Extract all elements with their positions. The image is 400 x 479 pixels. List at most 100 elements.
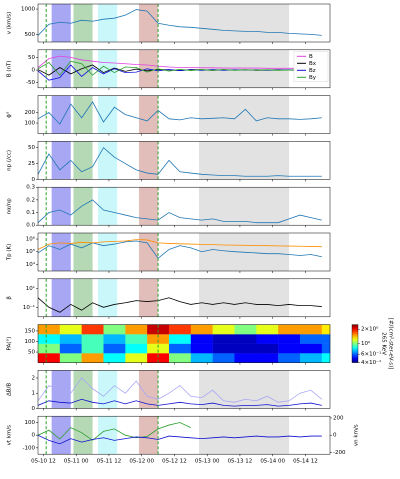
x-tick-label: 05-10 12 (31, 459, 56, 465)
shaded-region (73, 95, 93, 134)
plot-frame (37, 141, 331, 180)
heatmap-cell (59, 353, 82, 363)
shaded-region (138, 141, 159, 180)
heatmap-cell (299, 334, 323, 344)
shaded-region (138, 278, 159, 317)
shaded-region (199, 370, 290, 409)
series-line (38, 377, 323, 403)
series-line (38, 240, 322, 259)
heatmap-cell (212, 334, 235, 344)
shaded-region (51, 4, 71, 42)
y2-axis-label: vn km/s (354, 424, 360, 446)
y-tick-label: 0.3 (26, 185, 35, 191)
shaded-region (51, 278, 71, 317)
y-tick-label: 0 (32, 177, 36, 183)
series-line (38, 434, 322, 445)
heatmap-cell (103, 324, 126, 335)
series-line (38, 147, 322, 177)
y-axis-label: B (nT) (7, 60, 13, 77)
y-tick-label: 10⁶ (26, 236, 36, 243)
colorbar (351, 324, 359, 363)
shaded-region (98, 416, 118, 455)
y-axis-label: np (/cc) (7, 150, 13, 171)
heatmap-cell (234, 353, 257, 363)
series-line (38, 9, 322, 36)
y-tick-label: 50 (28, 145, 35, 151)
heatmap-cell (299, 324, 323, 335)
shaded-region (51, 187, 71, 226)
heatmap-cell (125, 353, 148, 363)
shaded-region (98, 187, 118, 226)
y-tick-label: 0.1 (26, 210, 35, 216)
y-axis-label: Tp (K) (7, 244, 13, 262)
y-tick-label: 25 (28, 161, 35, 167)
heatmap-cell (103, 343, 126, 354)
heatmap-cell (125, 324, 148, 335)
heatmap-cell (234, 324, 257, 335)
plot-frame (37, 49, 331, 89)
heatmap-cell (168, 343, 192, 354)
heatmap-cell (190, 334, 213, 344)
heatmap-cell (38, 353, 61, 363)
y-tick-label: 50 (28, 350, 35, 356)
shaded-region (138, 95, 159, 134)
shaded-region (51, 233, 71, 271)
y-tick-label: 100 (25, 420, 36, 426)
heatmap-cell (168, 353, 192, 363)
shaded-region (98, 4, 118, 42)
y-tick-label: 0.0 (26, 223, 35, 229)
y-axis-label: nα/np (7, 198, 13, 214)
y-tick-label: 100 (25, 339, 36, 345)
heatmap-cell (59, 324, 82, 335)
heatmap-cell (212, 353, 235, 363)
y-tick-label: 10⁵ (26, 248, 35, 255)
shaded-region (199, 95, 290, 134)
heatmap-cell (278, 353, 301, 363)
heatmap-cell (103, 353, 126, 363)
x-tick-label: 05-12 12 (162, 459, 187, 465)
shaded-region (199, 141, 290, 180)
shaded-region (98, 95, 118, 134)
heatmap-cell (278, 324, 301, 335)
heatmap-cell (321, 343, 331, 354)
shaded-region (199, 278, 290, 317)
shaded-region (51, 141, 71, 180)
series-line (38, 60, 322, 76)
x-tick-label: 05-13 12 (228, 459, 253, 465)
y-tick-label: 10⁻¹ (23, 304, 35, 311)
heatmap-cell (38, 334, 61, 344)
heatmap-cell (190, 324, 213, 335)
series-line (38, 398, 322, 407)
shaded-region (199, 187, 290, 226)
x-tick-label: 05-14 00 (260, 459, 285, 465)
y2-tick-label: 200 (333, 415, 344, 421)
plot-frame (37, 186, 331, 226)
heatmap-cell (321, 334, 331, 344)
heatmap-cell (168, 324, 192, 335)
y-axis-label: PA(°) (7, 337, 13, 351)
heatmap-cell (190, 343, 213, 354)
shaded-region (98, 278, 118, 317)
plot-frame (37, 324, 331, 363)
x-tick-label: 05-11 12 (97, 459, 122, 465)
heatmap-cell (59, 343, 82, 354)
shaded-region (199, 49, 290, 88)
legend-label: Bx (309, 61, 317, 67)
y-tick-label: 10¹ (26, 285, 35, 292)
heatmap-cell (212, 324, 235, 335)
y-tick-label: 150 (25, 328, 36, 334)
y-axis-label: β (7, 296, 13, 300)
shaded-region (73, 49, 93, 88)
series-line (38, 101, 322, 125)
y-tick-label: 2 (32, 376, 36, 382)
colorbar-label: 265 KeV (381, 332, 387, 355)
heatmap-cell (256, 343, 279, 354)
heatmap-cell (256, 353, 279, 363)
x-tick-label: 05-14 12 (293, 459, 318, 465)
heatmap-cell (321, 353, 331, 363)
shaded-region (73, 278, 93, 317)
heatmap-cell (147, 343, 170, 354)
y2-tick-label: -200 (333, 450, 346, 456)
legend-label: B (309, 54, 313, 60)
